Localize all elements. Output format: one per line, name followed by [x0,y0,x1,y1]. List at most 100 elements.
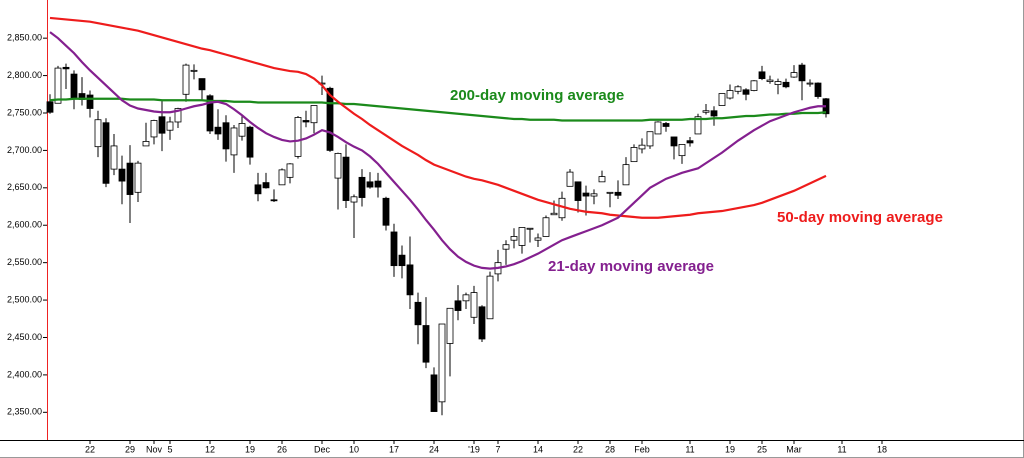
candle-body [246,126,254,158]
candle-body [126,162,134,195]
y-tick-label: 2,400.00 [7,369,42,379]
candle-body [510,236,518,241]
candle-body [782,81,790,88]
candle-body [366,181,374,188]
y-tick-label: 2,650.00 [7,182,42,192]
x-tick-label: 29 [125,444,135,454]
candle-body [646,131,654,147]
candle-body [662,123,670,127]
candle-body [798,64,806,82]
candle-body [734,86,742,92]
x-tick-label: Mar [786,444,802,454]
candle-body [790,72,798,78]
candle-body [118,168,126,182]
candle-body [502,244,510,250]
candle-body [622,164,630,186]
x-tick-label: 10 [349,444,359,454]
candle-body [462,294,470,302]
candle-body [110,145,118,170]
candle-body [718,93,726,106]
candle-body [726,90,734,99]
candle-body [254,184,262,195]
y-tick-label: 2,450.00 [7,332,42,342]
x-tick-label: 28 [605,444,615,454]
y-tick-label: 2,800.00 [7,70,42,80]
candle-body [638,144,646,150]
candle-body [526,227,534,230]
candle-body [550,212,558,216]
candle-body [670,136,678,147]
candle-body [774,81,782,85]
candle-body [134,162,142,193]
candle-body [750,80,758,91]
moving-average-label: 200-day moving average [450,87,624,104]
candle-body [454,300,462,311]
moving-average-line [49,97,827,122]
moving-average-line [49,16,827,219]
candle-body [166,121,174,131]
candle-body [70,73,78,100]
candle-body [190,69,198,72]
candle-body [390,231,398,267]
y-tick-label: 2,500.00 [7,294,42,304]
candle-body [758,71,766,79]
x-tick-label: 5 [167,444,172,454]
candle-body [382,197,390,226]
candle-body [542,217,550,237]
candle-body [278,169,286,186]
y-tick-label: 2,850.00 [7,33,42,43]
x-tick-label: 24 [429,444,439,454]
candle-body [654,121,662,135]
candle-body [806,82,814,85]
candle-body [630,147,638,163]
y-tick-label: 2,700.00 [7,145,42,155]
candle-body [326,87,334,151]
candle-body [302,120,310,123]
moving-average-line [49,31,826,270]
candle-body [478,306,486,340]
candle-body [54,67,62,104]
y-tick-label: 2,600.00 [7,220,42,230]
candle-body [286,163,294,178]
candle-body [710,110,718,117]
candle-body [686,140,694,144]
x-tick-label: 11 [685,444,694,454]
candle-body [262,182,270,189]
candle-body [150,120,158,138]
x-tick-label: '19 [468,444,480,454]
candle-body [214,126,222,135]
candle-body [422,325,430,363]
candle-body [438,323,446,403]
candle-body [518,227,526,246]
candle-body [694,116,702,135]
x-tick-label: 25 [757,444,767,454]
candle-body [614,191,622,196]
candle-body [470,292,478,318]
candle-body [678,144,686,157]
candle-body [606,191,614,194]
candle-body [270,199,278,202]
x-tick-label: 22 [85,444,95,454]
candle-body [294,117,302,157]
candle-body [350,196,358,203]
candle-body [766,79,774,82]
candle-body [230,127,238,156]
x-tick-label: Nov [146,444,163,454]
candle-body [406,264,414,296]
candle-body [174,108,182,123]
x-tick-label: 26 [277,444,287,454]
candle-body [94,119,102,148]
candle-body [582,192,590,197]
candle-body [414,301,422,326]
candle-body [358,176,366,198]
candle-body [102,122,110,184]
x-tick-label: Dec [314,444,331,454]
candle-body [46,101,54,113]
x-tick-label: 18 [877,444,887,454]
candle-body [342,156,350,201]
candle-body [62,66,70,70]
candle-body [310,105,318,124]
candle-body [742,89,750,95]
x-tick-label: 12 [205,444,215,454]
